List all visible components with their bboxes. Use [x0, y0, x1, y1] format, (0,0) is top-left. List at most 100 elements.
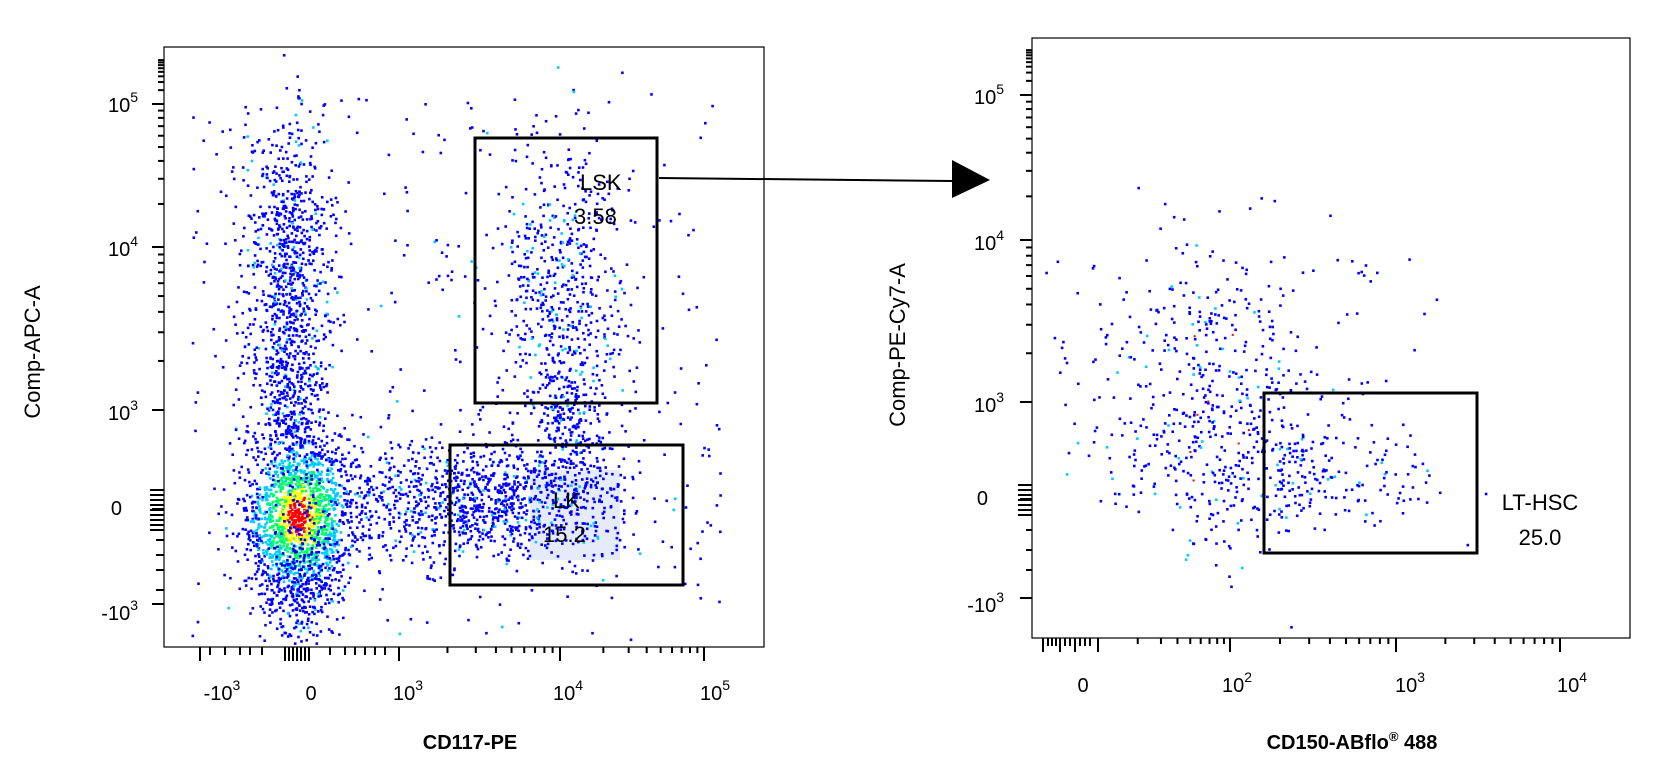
- event-dot: [258, 493, 262, 497]
- event-dot: [318, 451, 322, 454]
- event-dot: [298, 501, 301, 504]
- event-dot: [304, 342, 307, 345]
- event-dot: [274, 219, 277, 222]
- event-dot: [335, 217, 338, 221]
- event-dot: [610, 207, 614, 211]
- event-dot: [297, 635, 300, 639]
- event-dot: [269, 242, 272, 245]
- event-dot: [591, 480, 595, 483]
- event-dot: [577, 108, 580, 112]
- event-dot: [274, 522, 277, 526]
- event-dot: [288, 531, 292, 534]
- event-dot: [434, 517, 437, 520]
- event-dot: [320, 499, 323, 503]
- event-dot: [462, 542, 465, 545]
- event-dot: [294, 261, 298, 264]
- event-dot: [561, 432, 565, 436]
- event-dot: [274, 558, 278, 561]
- event-dot: [271, 611, 274, 614]
- event-dot: [377, 516, 381, 519]
- event-dot: [263, 486, 267, 489]
- event-dot: [287, 236, 290, 240]
- event-dot: [315, 519, 318, 523]
- event-dot: [446, 495, 449, 499]
- event-dot: [337, 538, 340, 542]
- event-dot: [332, 507, 335, 510]
- event-dot: [298, 190, 301, 193]
- event-dot: [315, 309, 318, 313]
- event-dot: [504, 499, 508, 503]
- event-dot: [525, 226, 529, 230]
- event-dot: [304, 520, 307, 523]
- event-dot: [500, 510, 504, 513]
- event-dot: [247, 214, 251, 217]
- event-dot: [269, 442, 273, 446]
- event-dot: [282, 510, 285, 513]
- event-dot: [299, 161, 303, 164]
- event-dot: [299, 397, 302, 400]
- event-dot: [310, 588, 313, 592]
- event-dot: [556, 419, 559, 423]
- event-dot: [505, 458, 509, 461]
- event-dot: [388, 554, 392, 557]
- event-dot: [589, 190, 593, 193]
- event-dot: [302, 307, 305, 310]
- event-dot: [296, 480, 299, 483]
- event-dot: [240, 361, 243, 364]
- event-dot: [318, 421, 322, 425]
- event-dot: [457, 530, 461, 534]
- event-dot: [272, 190, 276, 193]
- event-dot: [527, 476, 530, 480]
- event-dot: [303, 550, 307, 553]
- event-dot: [237, 498, 241, 501]
- event-dot: [381, 531, 385, 534]
- event-dot: [531, 336, 534, 339]
- event-dot: [252, 213, 256, 217]
- event-dot: [289, 276, 292, 279]
- event-dot: [653, 520, 657, 524]
- event-dot: [611, 447, 614, 451]
- event-dot: [342, 313, 345, 317]
- event-dot: [577, 540, 580, 544]
- event-dot: [465, 511, 468, 515]
- event-dot: [337, 559, 341, 563]
- event-dot: [511, 239, 514, 242]
- event-dot: [276, 474, 280, 477]
- event-dot: [293, 277, 297, 281]
- event-dot: [430, 450, 434, 454]
- event-dot: [283, 404, 287, 407]
- event-dot: [486, 488, 490, 492]
- event-dot: [518, 506, 521, 509]
- event-dot: [504, 513, 508, 517]
- event-dot: [410, 439, 414, 443]
- event-dot: [297, 540, 301, 543]
- event-dot: [326, 450, 330, 453]
- event-dot: [539, 372, 543, 376]
- event-dot: [250, 494, 254, 498]
- event-dot: [505, 510, 509, 513]
- event-dot: [314, 502, 318, 505]
- event-dot: [278, 316, 281, 320]
- event-dot: [384, 457, 388, 461]
- event-dot: [560, 375, 563, 379]
- event-dot: [257, 527, 260, 530]
- event-dot: [292, 558, 296, 561]
- event-dot: [301, 576, 304, 579]
- event-dot: [503, 522, 507, 525]
- event-dot: [296, 589, 300, 593]
- event-dot: [490, 498, 493, 501]
- event-dot: [257, 517, 261, 521]
- event-dot: [288, 466, 292, 469]
- event-dot: [253, 241, 256, 244]
- event-dot: [586, 305, 590, 308]
- event-dot: [322, 542, 326, 546]
- event-dot: [261, 174, 264, 178]
- event-dot: [300, 386, 303, 390]
- event-dot: [359, 476, 362, 480]
- event-dot: [407, 501, 410, 505]
- event-dot: [315, 479, 319, 483]
- event-dot: [321, 513, 325, 517]
- event-dot: [459, 515, 462, 519]
- event-dot: [298, 609, 302, 612]
- event-dot: [328, 584, 332, 588]
